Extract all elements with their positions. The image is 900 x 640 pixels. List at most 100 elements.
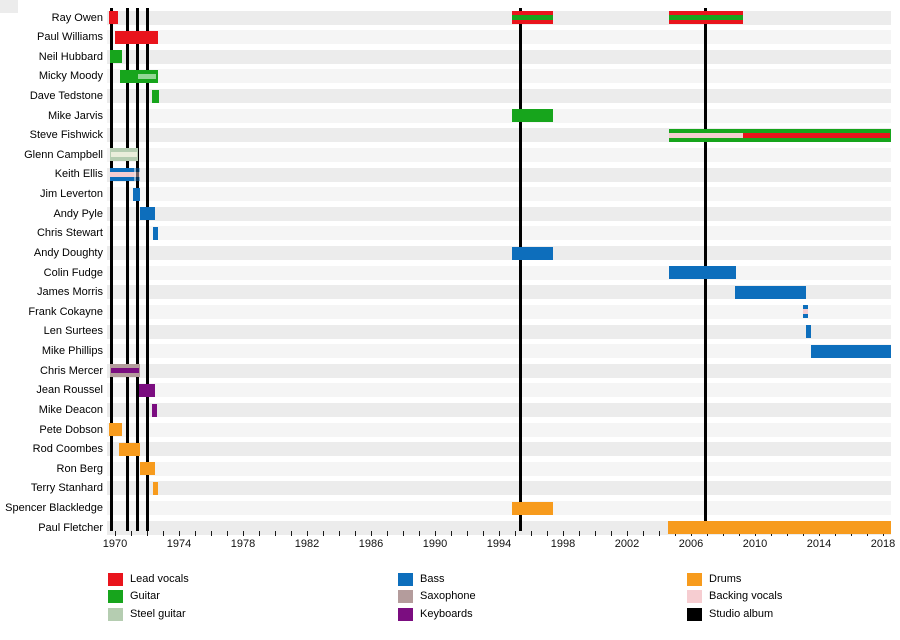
member-label: Mike Jarvis [47,109,103,122]
x-axis-year-label: 2018 [870,538,896,550]
x-axis-year-label: 1978 [230,538,256,550]
member-label: Ron Berg [56,462,103,475]
x-axis-tick [498,531,500,536]
member-tenure-bar [119,442,141,456]
x-axis-tick [434,531,436,536]
legend-swatch-drums [687,573,702,586]
member-label: Neil Hubbard [38,50,103,63]
member-label: Jean Roussel [36,384,103,397]
legend-label-bass: Bass [420,573,445,585]
x-axis-tick [610,531,612,536]
member-row-track [107,89,891,104]
legend-swatch-backing_vocals [687,590,702,604]
corner-artifact [0,0,18,13]
x-axis-tick [194,531,196,536]
x-axis-year-label: 1990 [422,538,448,550]
member-tenure-bar [109,423,122,437]
x-axis-tick [274,531,276,536]
legend-swatch-bass [398,573,413,586]
legend-label-guitar: Guitar [130,590,160,603]
member-tenure-bar [133,187,140,201]
member-tenure-bar [110,50,122,64]
member-label: Spencer Blackledge [5,502,103,514]
member-tenure-bar [114,30,159,44]
member-label: Keith Ellis [54,168,103,181]
member-row-track [107,304,891,319]
x-axis-tick [450,531,452,536]
x-axis-tick [226,531,228,536]
member-label: Chris Stewart [36,227,103,240]
x-axis-year-label: 1986 [358,538,384,550]
x-axis-tick [322,531,324,536]
member-row-track [107,442,891,457]
member-row-track [107,403,891,417]
member-tenure-bar [667,521,892,535]
member-label: Colin Fudge [43,266,103,279]
member-row-track [107,246,891,261]
x-axis-year-label: 1994 [486,538,512,550]
x-axis-tick [466,531,468,536]
x-axis-tick [642,531,644,536]
x-axis-tick [290,531,292,536]
member-row-track [107,285,891,300]
member-tenure-bar [108,11,118,25]
x-axis-tick [530,531,532,536]
member-row-track [107,383,891,398]
x-axis-tick [130,531,132,536]
member-label: Pete Dobson [39,423,103,436]
member-tenure-bar [735,285,807,299]
member-row-track [107,226,891,241]
member-tenure-bar [669,11,744,25]
x-axis-tick [658,531,660,536]
member-row-track [107,30,891,45]
member-tenure-bar [511,11,554,25]
legend-swatch-studio_album [687,607,702,621]
member-tenure-bar [811,344,892,358]
member-row-track [107,206,891,221]
member-tenure-bar [152,403,158,417]
x-axis-year-label: 1998 [550,538,576,550]
member-label: James Morris [36,286,103,299]
member-row-track [107,324,891,339]
legend: Lead vocals Guitar Steel guitar Bass Saxopho… [0,560,900,640]
member-tenure-bar [511,109,554,123]
member-row-track [107,10,891,25]
member-tenure-bar [153,481,158,495]
x-axis-tick [354,531,356,536]
member-tenure-bar [805,325,811,339]
timeline-plot-area: Ray Owen Paul Williams Neil Hubbard Micky M… [5,8,896,550]
member-tenure-bar [511,501,554,515]
member-label: Andy Pyle [53,207,103,220]
member-tenure-bar [669,266,736,280]
role-stripe [110,368,139,374]
x-axis-tick [546,531,548,536]
legend-swatch-keyboards [398,607,413,621]
member-tenure-bar [110,148,139,162]
member-tenure-bar [139,207,156,221]
member-label: Paul Fletcher [38,521,103,534]
member-label: Ray Owen [51,11,103,24]
studio-album-line [136,8,140,531]
member-label: Mike Deacon [38,403,103,416]
x-axis-tick [578,531,580,536]
legend-label-keyboards: Keyboards [420,607,473,620]
role-stripe [511,15,554,21]
role-stripe [110,152,138,158]
member-row-track [107,147,891,162]
member-tenure-bar [134,168,140,182]
legend-swatch-saxophone [398,590,413,604]
member-tenure-bar [110,364,140,378]
member-label: Steve Fishwick [29,129,103,142]
x-axis-tick [162,531,164,536]
legend-swatch-guitar [108,590,123,604]
member-row-track [107,481,891,496]
role-stripe [134,172,140,178]
x-axis-tick [258,531,260,536]
member-tenure-bar [669,128,892,142]
x-axis-tick [386,531,388,536]
member-label: Andy Doughty [33,246,103,259]
member-row-track [107,49,891,64]
member-label: Mike Phillips [41,345,103,358]
x-axis-tick [338,531,340,536]
